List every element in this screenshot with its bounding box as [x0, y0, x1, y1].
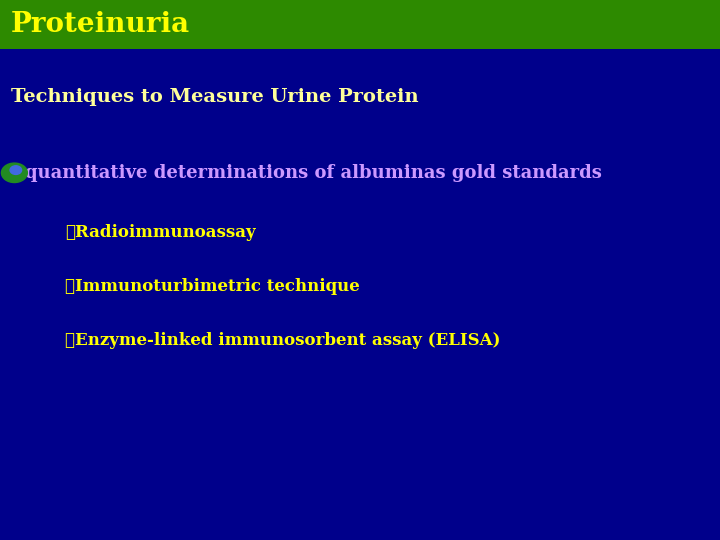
Text: Techniques to Measure Urine Protein: Techniques to Measure Urine Protein	[11, 88, 418, 106]
Bar	[0, 0, 720, 49]
Text: quantitative determinations of albuminas gold standards: quantitative determinations of albuminas…	[25, 164, 602, 182]
Circle shape	[10, 166, 22, 174]
Text: ✓Immunoturbimetric technique: ✓Immunoturbimetric technique	[65, 278, 359, 295]
Circle shape	[1, 163, 27, 183]
Text: ✓Enzyme-linked immunosorbent assay (ELISA): ✓Enzyme-linked immunosorbent assay (ELIS…	[65, 332, 500, 349]
Text: ✓Radioimmunoassay: ✓Radioimmunoassay	[65, 224, 256, 241]
Text: Proteinuria: Proteinuria	[11, 11, 190, 38]
